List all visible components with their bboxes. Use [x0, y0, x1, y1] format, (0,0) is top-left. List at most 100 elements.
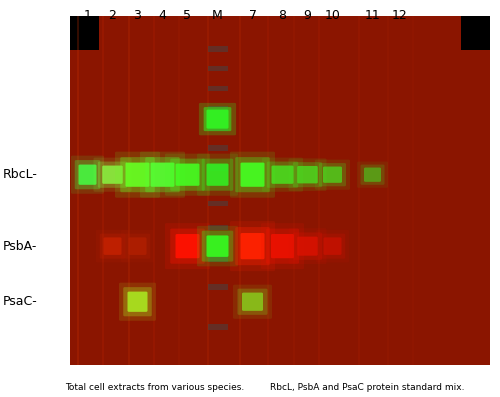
Bar — [70, 16, 490, 365]
Text: 12: 12 — [392, 9, 408, 22]
Text: PsbA-: PsbA- — [3, 240, 37, 252]
Text: 4: 4 — [158, 9, 166, 22]
Text: RbcL-: RbcL- — [2, 168, 37, 181]
Text: PsaC-: PsaC- — [3, 295, 37, 308]
FancyBboxPatch shape — [230, 221, 275, 271]
FancyBboxPatch shape — [297, 166, 318, 183]
FancyBboxPatch shape — [261, 223, 304, 269]
FancyBboxPatch shape — [176, 164, 200, 186]
FancyBboxPatch shape — [240, 233, 264, 259]
Text: 7: 7 — [248, 9, 256, 22]
FancyBboxPatch shape — [78, 164, 96, 185]
FancyBboxPatch shape — [238, 289, 268, 315]
Bar — [461, 16, 490, 50]
Bar — [128, 16, 130, 365]
FancyBboxPatch shape — [120, 157, 155, 192]
FancyBboxPatch shape — [272, 166, 293, 184]
FancyBboxPatch shape — [288, 158, 327, 191]
Bar — [102, 16, 103, 365]
Text: 1: 1 — [84, 9, 92, 22]
Bar — [208, 324, 228, 330]
FancyBboxPatch shape — [324, 237, 342, 255]
Bar — [239, 16, 241, 365]
Bar — [386, 16, 388, 365]
Bar — [206, 16, 208, 365]
Bar — [318, 16, 320, 365]
FancyBboxPatch shape — [233, 285, 272, 319]
FancyBboxPatch shape — [357, 162, 388, 188]
FancyBboxPatch shape — [197, 226, 238, 266]
FancyBboxPatch shape — [315, 160, 350, 190]
FancyBboxPatch shape — [202, 231, 233, 262]
FancyBboxPatch shape — [150, 163, 174, 187]
FancyBboxPatch shape — [165, 223, 210, 269]
FancyBboxPatch shape — [320, 233, 345, 259]
FancyBboxPatch shape — [126, 163, 150, 187]
FancyBboxPatch shape — [293, 162, 322, 187]
FancyBboxPatch shape — [170, 158, 205, 191]
Bar — [208, 46, 228, 52]
FancyBboxPatch shape — [316, 230, 349, 262]
FancyBboxPatch shape — [323, 166, 342, 183]
Bar — [208, 106, 228, 111]
Bar — [76, 16, 78, 365]
FancyBboxPatch shape — [125, 233, 150, 259]
FancyBboxPatch shape — [115, 152, 160, 198]
FancyBboxPatch shape — [102, 166, 123, 184]
FancyBboxPatch shape — [119, 283, 156, 321]
FancyBboxPatch shape — [364, 168, 381, 182]
FancyBboxPatch shape — [297, 237, 318, 256]
Text: 10: 10 — [324, 9, 340, 22]
Text: M: M — [212, 9, 223, 22]
Bar — [70, 16, 99, 50]
Bar — [208, 66, 228, 71]
FancyBboxPatch shape — [124, 287, 152, 316]
Bar — [208, 256, 228, 262]
Bar — [208, 86, 228, 91]
Bar — [208, 284, 228, 290]
FancyBboxPatch shape — [240, 163, 264, 187]
FancyBboxPatch shape — [319, 163, 346, 186]
FancyBboxPatch shape — [206, 235, 229, 257]
Text: 8: 8 — [278, 9, 286, 22]
FancyBboxPatch shape — [202, 158, 233, 191]
Bar — [208, 165, 228, 171]
Text: 11: 11 — [364, 9, 380, 22]
FancyBboxPatch shape — [170, 229, 205, 264]
FancyBboxPatch shape — [165, 154, 210, 196]
FancyBboxPatch shape — [128, 237, 146, 255]
FancyBboxPatch shape — [360, 164, 384, 185]
FancyBboxPatch shape — [121, 230, 154, 262]
FancyBboxPatch shape — [128, 291, 148, 312]
Bar — [178, 16, 180, 365]
FancyBboxPatch shape — [204, 107, 232, 131]
FancyBboxPatch shape — [140, 152, 185, 198]
FancyBboxPatch shape — [266, 229, 299, 264]
FancyBboxPatch shape — [288, 228, 327, 264]
FancyBboxPatch shape — [242, 293, 263, 311]
FancyBboxPatch shape — [145, 157, 180, 192]
FancyBboxPatch shape — [94, 158, 132, 192]
Bar — [208, 125, 228, 131]
Bar — [412, 16, 414, 365]
FancyBboxPatch shape — [104, 237, 122, 255]
FancyBboxPatch shape — [262, 158, 303, 192]
FancyBboxPatch shape — [267, 162, 298, 188]
Bar — [266, 16, 268, 365]
FancyBboxPatch shape — [100, 233, 125, 259]
Bar — [358, 16, 360, 365]
Text: Total cell extracts from various species.: Total cell extracts from various species… — [65, 383, 244, 392]
FancyBboxPatch shape — [96, 230, 129, 262]
FancyBboxPatch shape — [75, 160, 100, 189]
Text: 5: 5 — [184, 9, 192, 22]
FancyBboxPatch shape — [176, 234, 200, 258]
Text: 9: 9 — [304, 9, 312, 22]
FancyBboxPatch shape — [71, 156, 104, 194]
FancyBboxPatch shape — [206, 110, 229, 129]
FancyBboxPatch shape — [293, 233, 322, 260]
Bar — [208, 225, 228, 230]
Bar — [208, 201, 228, 206]
FancyBboxPatch shape — [206, 164, 229, 186]
FancyBboxPatch shape — [230, 152, 275, 198]
Text: RbcL, PsbA and PsaC protein standard mix.: RbcL, PsbA and PsaC protein standard mix… — [270, 383, 464, 392]
